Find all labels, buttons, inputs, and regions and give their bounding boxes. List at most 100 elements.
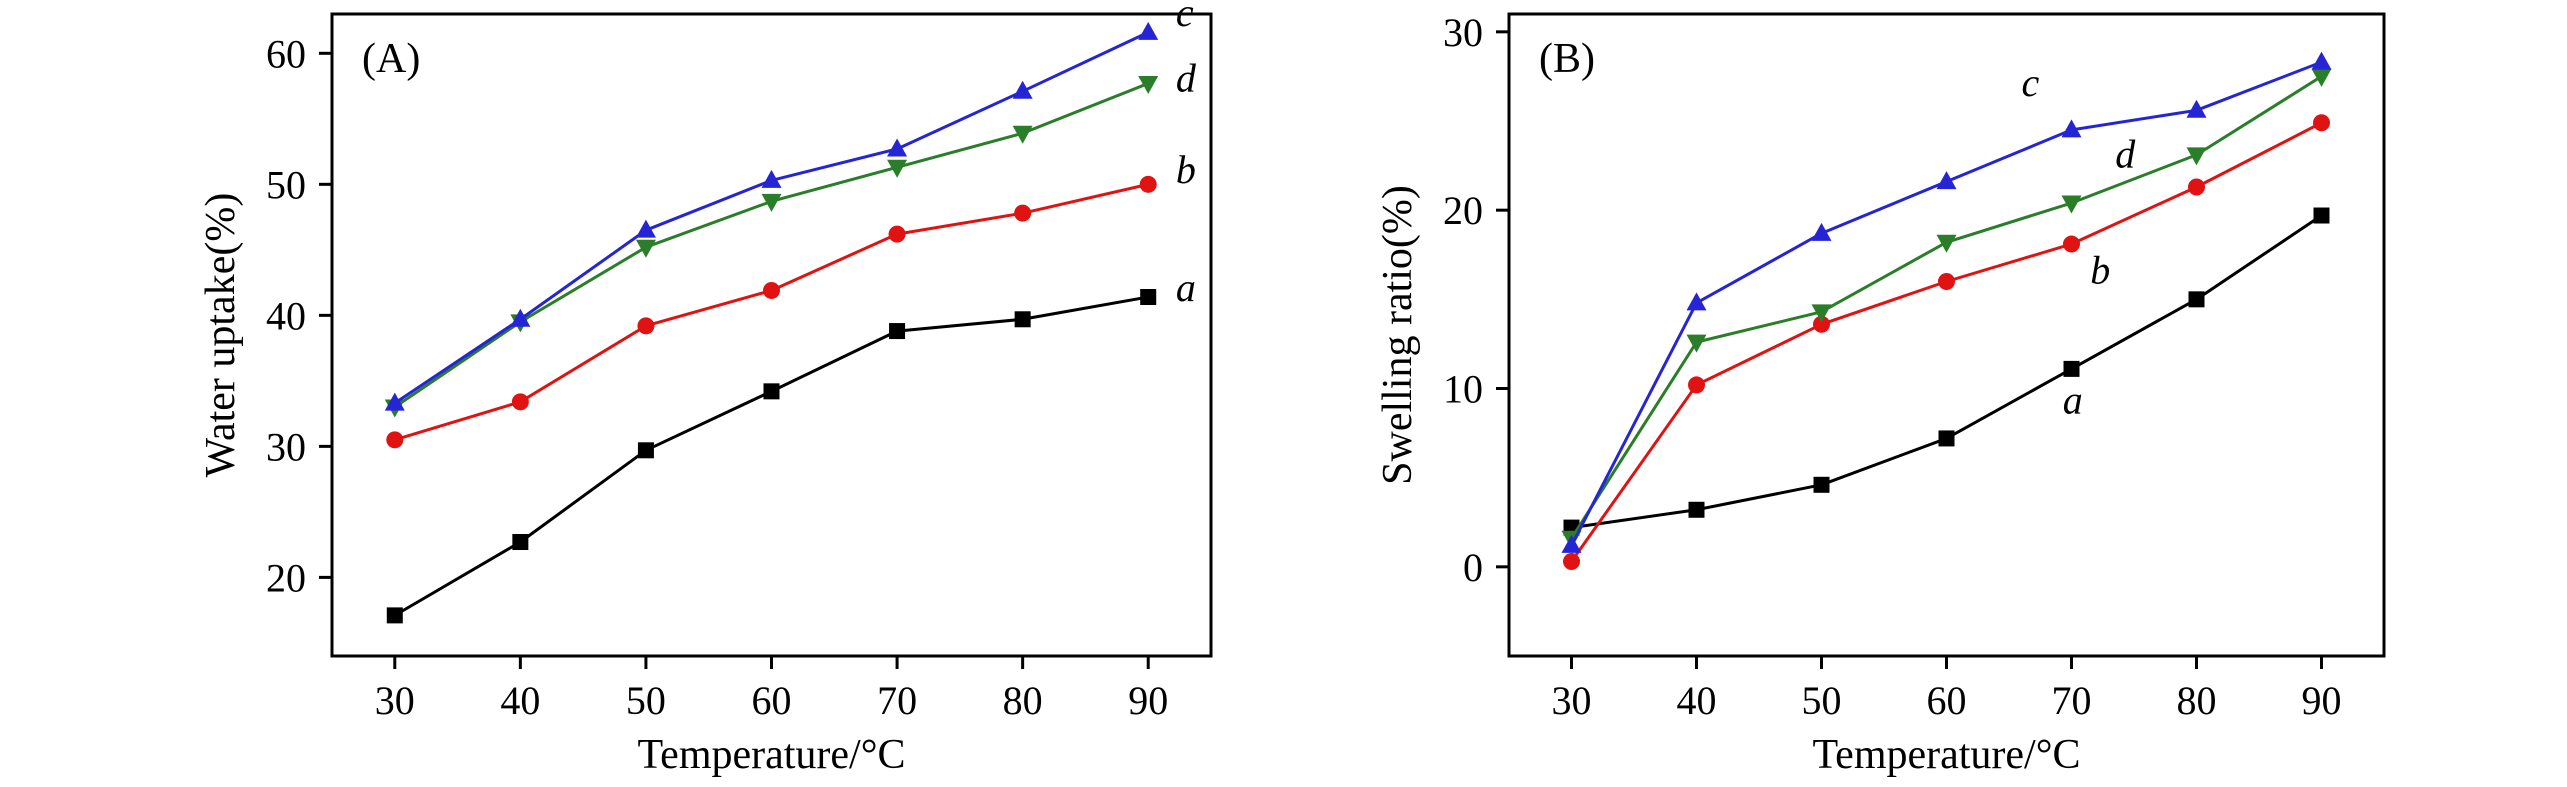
panel-a: 30 40 50 60 70 80 90 20 30 40 50 60 Temperature/°C Wa… <box>0 0 1283 787</box>
y-tick-label: 40 <box>266 293 306 338</box>
series-c-marker <box>635 219 656 238</box>
series-a-marker <box>1688 501 1705 518</box>
x-tick-label: 30 <box>375 678 415 723</box>
y-tick-label: 30 <box>1443 10 1483 55</box>
series-c-marker <box>2061 119 2082 138</box>
x-tick-label: 40 <box>1677 678 1717 723</box>
series-c-line <box>393 30 1149 405</box>
series-a-line <box>394 295 1149 617</box>
series-b-marker <box>1139 175 1157 193</box>
series-c-marker <box>2311 51 2332 70</box>
x-tick-label: 70 <box>2052 678 2092 723</box>
series-a-marker <box>2313 207 2330 224</box>
curve-label-c: c <box>2022 60 2040 105</box>
series-d-marker <box>1811 304 1832 323</box>
chart-b-svg: 30 40 50 60 70 80 90 0 10 20 30 Temperature/°C Swell… <box>1375 10 2386 778</box>
curve-label-a: a <box>1176 265 1196 310</box>
series-d-marker <box>761 193 782 212</box>
series-d-marker <box>635 239 656 258</box>
y-tick-label: 20 <box>266 555 306 600</box>
series-d-line <box>393 82 1149 409</box>
series-d-marker <box>1936 234 1957 253</box>
x-tick-label: 30 <box>1552 678 1592 723</box>
series-b-line <box>394 182 1149 442</box>
y-tick-label: 50 <box>266 162 306 207</box>
series-b-marker <box>888 225 906 243</box>
series-c-marker <box>1936 171 1957 190</box>
curve-label-d: d <box>1176 55 1197 100</box>
series-c-marker <box>1012 80 1033 99</box>
chart-a-svg: 30 40 50 60 70 80 90 20 30 40 50 60 Temperature/°C Wa… <box>198 0 1213 778</box>
x-axis-title: Temperature/°C <box>637 732 905 778</box>
series-b-marker <box>2313 114 2330 132</box>
series-a-marker <box>1014 311 1031 328</box>
curve-label-b: b <box>1176 147 1196 192</box>
series-b-marker <box>1688 376 1705 394</box>
series-d-marker <box>1138 75 1159 94</box>
series-a-marker <box>1813 476 1830 493</box>
series-a-marker <box>763 383 780 400</box>
series-c-marker <box>384 392 405 411</box>
y-axis-title: Swelling ratio(%) <box>1375 185 1421 485</box>
series-d-marker <box>2186 147 2207 166</box>
series-a-marker <box>512 534 529 551</box>
x-tick-label: 60 <box>752 678 792 723</box>
curve-label-d: d <box>2115 131 2136 176</box>
axis-frame <box>1507 12 2386 658</box>
series-b-marker <box>1014 204 1032 222</box>
series-a-line <box>1571 214 2323 530</box>
series-a-marker <box>1140 289 1157 306</box>
series-c-marker <box>1686 292 1707 311</box>
x-tick-label: 50 <box>1802 678 1842 723</box>
series-a-marker <box>637 442 654 459</box>
series-b-marker <box>2188 178 2205 196</box>
series-c-marker <box>2186 99 2207 118</box>
series-d-marker <box>2311 68 2332 87</box>
series-d-marker <box>887 159 908 178</box>
y-tick-label: 60 <box>266 31 306 76</box>
curve-label-b: b <box>2090 247 2110 292</box>
series-a-marker <box>2063 360 2080 377</box>
series-d-marker <box>1686 334 1707 353</box>
x-tick-label: 50 <box>626 678 666 723</box>
x-tick-label: 90 <box>1128 678 1168 723</box>
series-b-marker <box>1813 315 1830 333</box>
series-a-marker <box>2188 291 2205 308</box>
panel-label: (B) <box>1539 36 1595 82</box>
series-c-marker <box>887 138 908 157</box>
series-b-marker <box>2063 235 2080 253</box>
series-d-marker <box>2061 195 2082 214</box>
curve-label-a: a <box>2063 377 2083 422</box>
series-c-marker <box>510 308 531 327</box>
series-b-marker <box>1563 552 1580 570</box>
series-b-marker <box>763 281 780 299</box>
series-c-marker <box>1138 21 1159 40</box>
panel-b: 30 40 50 60 70 80 90 0 10 20 30 Temperature/°C Swell… <box>1283 0 2566 787</box>
x-tick-label: 60 <box>1927 678 1967 723</box>
series-d-line <box>1570 75 2323 540</box>
series-a-marker <box>1938 430 1955 447</box>
series-b-marker <box>637 317 655 335</box>
y-tick-label: 30 <box>266 424 306 469</box>
y-tick-label: 20 <box>1443 188 1483 233</box>
x-tick-label: 40 <box>500 678 540 723</box>
series-c-marker <box>1561 534 1582 553</box>
series-b-marker <box>511 393 529 411</box>
series-a-marker <box>386 607 403 624</box>
series-c-marker <box>761 169 782 188</box>
x-tick-label: 80 <box>2177 678 2217 723</box>
y-tick-label: 10 <box>1443 367 1483 412</box>
series-b-marker <box>1938 273 1955 290</box>
series-d-marker <box>1012 125 1033 144</box>
x-tick-label: 80 <box>1003 678 1043 723</box>
panel-label: (A) <box>362 36 420 82</box>
y-axis-title: Water uptake(%) <box>198 193 244 478</box>
y-tick-label: 0 <box>1463 545 1483 590</box>
x-axis-title: Temperature/°C <box>1812 732 2080 778</box>
series-c-line <box>1570 60 2323 547</box>
x-tick-label: 90 <box>2302 678 2342 723</box>
series-a-marker <box>889 323 906 340</box>
series-c-marker <box>1811 222 1832 241</box>
series-b-marker <box>386 431 404 449</box>
